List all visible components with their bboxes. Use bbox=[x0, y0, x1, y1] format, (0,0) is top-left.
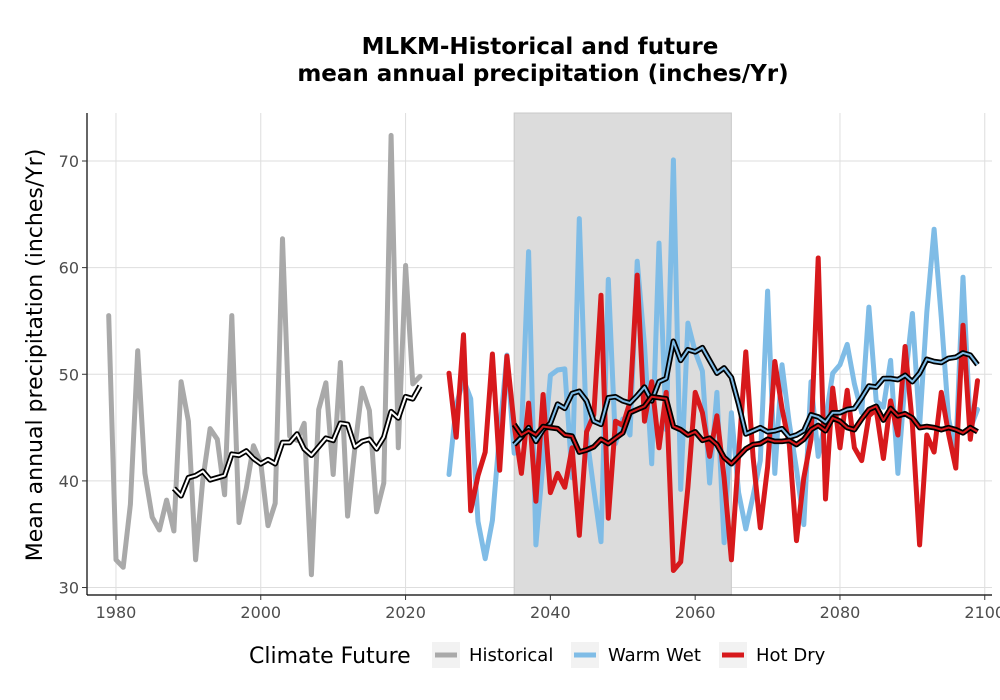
x-tick-label-2060: 2060 bbox=[675, 603, 716, 622]
rolling-mean-core-1 bbox=[513, 340, 979, 446]
y-tick-label-50: 50 bbox=[59, 365, 79, 384]
y-tick-label-40: 40 bbox=[59, 472, 79, 491]
shaded-period-band bbox=[513, 112, 732, 596]
rolling-mean-core-2 bbox=[513, 395, 979, 465]
y-axis-title: Mean annual precipitation (inches/Yr) bbox=[23, 149, 48, 562]
y-tick-label-60: 60 bbox=[59, 259, 79, 278]
series-line-historical bbox=[106, 132, 423, 578]
x-tick-label-2020: 2020 bbox=[385, 603, 426, 622]
x-tick-label-1980: 1980 bbox=[96, 603, 137, 622]
legend-label-warm-wet: Warm Wet bbox=[608, 645, 701, 666]
legend-title: Climate Future bbox=[249, 644, 411, 669]
chart-title-line-1: MLKM-Historical and future bbox=[362, 34, 719, 60]
chart-title-line-2: mean annual precipitation (inches/Yr) bbox=[297, 61, 788, 87]
x-tick-label-2080: 2080 bbox=[820, 603, 861, 622]
x-tick-label-2100: 2100 bbox=[964, 603, 1000, 622]
legend-label-hot-dry: Hot Dry bbox=[756, 645, 826, 666]
x-tick-label-2000: 2000 bbox=[240, 603, 281, 622]
rolling-mean-core-0 bbox=[173, 385, 421, 497]
y-tick-label-70: 70 bbox=[59, 152, 79, 171]
x-tick-label-2040: 2040 bbox=[530, 603, 571, 622]
plot-area: 30 40 50 60 70 1980 2000 2020 2040 2060 2080 2100 bbox=[59, 112, 1000, 622]
legend: Climate Future Historical Warm Wet Hot D… bbox=[249, 642, 826, 669]
legend-label-historical: Historical bbox=[469, 645, 553, 666]
y-tick-label-30: 30 bbox=[59, 579, 79, 598]
